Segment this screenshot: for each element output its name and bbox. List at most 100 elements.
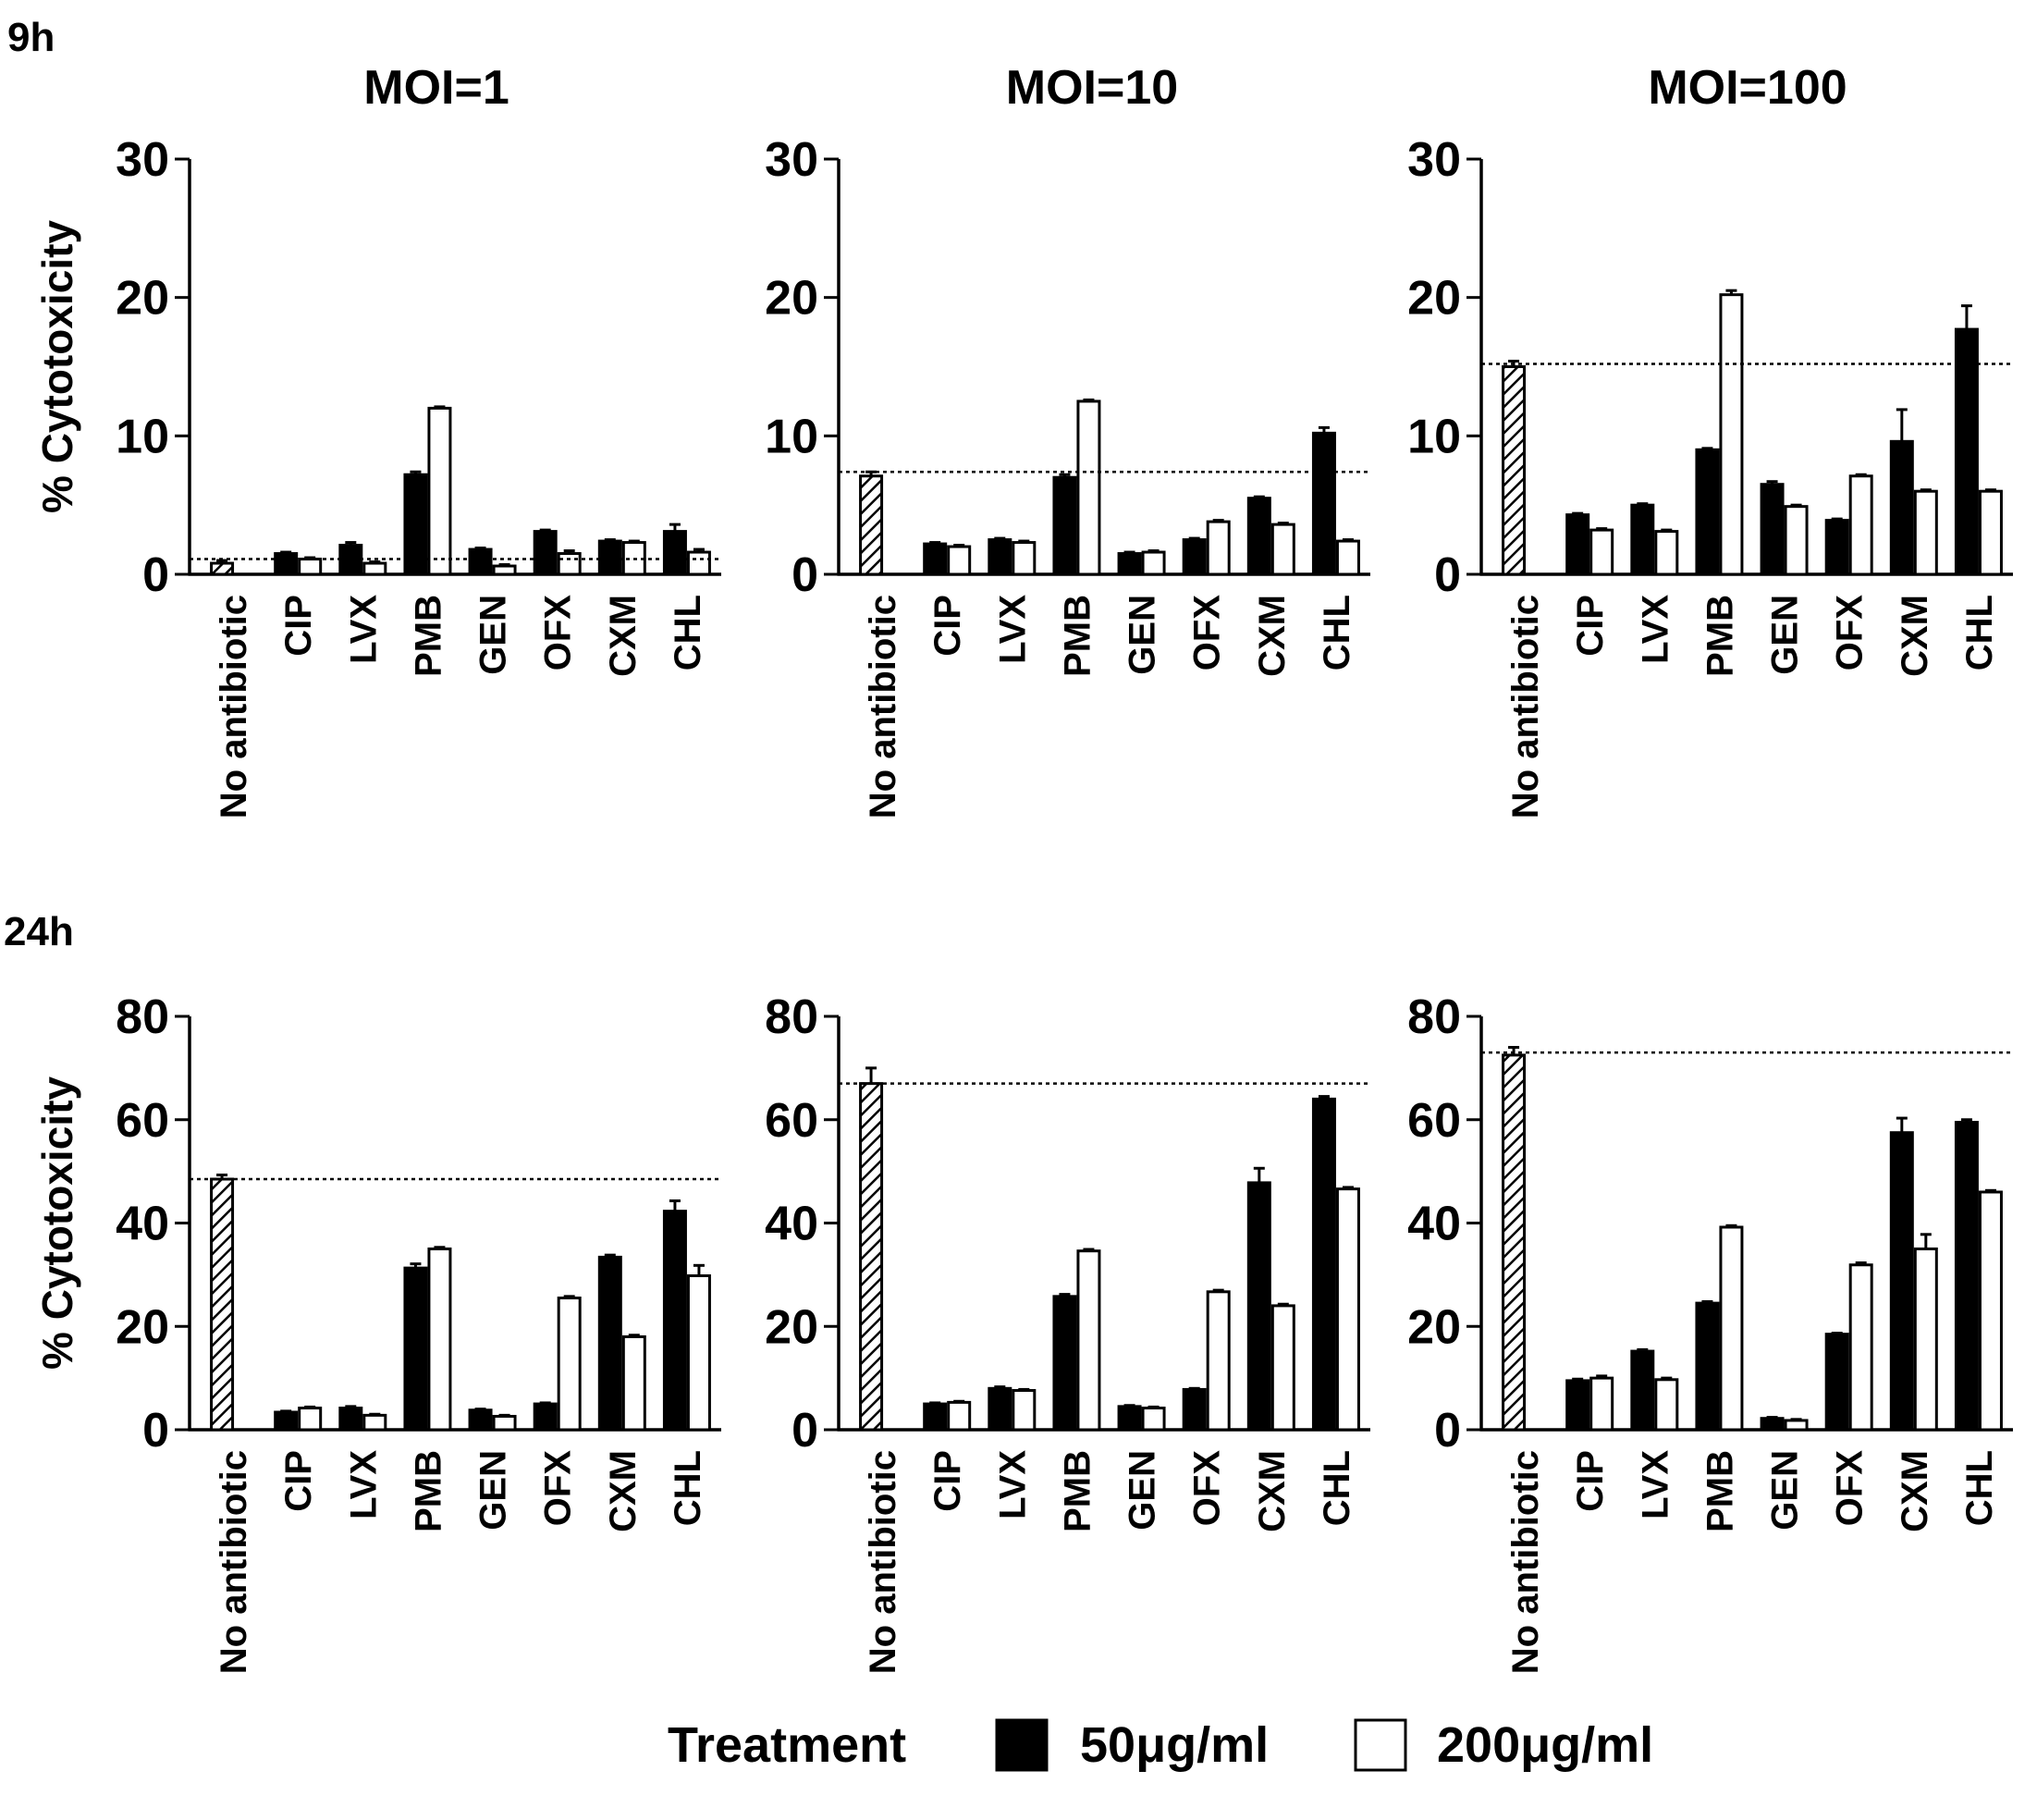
bar-cip-200 <box>1589 1376 1614 1432</box>
bar-ofx-50 <box>1824 1333 1849 1432</box>
legend-swatch-200 <box>1354 1718 1407 1772</box>
bar-cip-200 <box>298 1407 323 1432</box>
y-tick-label: 60 <box>1407 1094 1461 1148</box>
category-label: CHL <box>668 1450 708 1526</box>
legend-swatch-50 <box>995 1718 1049 1772</box>
bar-chl-200 <box>1978 489 2003 576</box>
bar-cip-50 <box>274 1410 299 1432</box>
bar-cxm-200 <box>1270 1304 1295 1432</box>
category-label: OFX <box>538 1450 579 1527</box>
category-label: No antibiotic <box>214 595 254 818</box>
category-label: PMB <box>1700 595 1740 677</box>
category-label: CHL <box>1317 595 1357 670</box>
bar-cip-200 <box>947 545 972 576</box>
bar-chl-200 <box>1335 539 1360 576</box>
category-label: CIP <box>927 1450 968 1512</box>
bar-ofx-50 <box>1182 538 1207 576</box>
y-tick-label: 60 <box>116 1094 169 1148</box>
bar-pmb-200 <box>1076 400 1101 576</box>
chart-panel-9h-moi-100: 0 10 20 30 No antibiotic CIP LVX PMB GEN OFX CXM CH… <box>1407 133 2013 818</box>
bar-cxm-50 <box>1889 439 1914 576</box>
bar-pmb-200 <box>1076 1249 1101 1432</box>
chart-panel-24h-moi-1: 0 20 40 60 80 % Cytotoxicity No antibiotic CIP L… <box>33 990 721 1674</box>
y-tick-label: 0 <box>1434 548 1461 602</box>
category-label: CHL <box>1959 1450 2000 1526</box>
bar-lvx-200 <box>362 1413 387 1432</box>
bar-ofx-50 <box>1824 519 1849 576</box>
category-label: CXM <box>1252 595 1293 677</box>
bar-lvx-50 <box>988 538 1012 576</box>
category-label: OFX <box>1830 595 1871 671</box>
y-tick-label: 0 <box>142 548 169 602</box>
chart-panels: 0 10 20 30 % Cytotoxicity No antibiotic CIP LVX… <box>33 133 2013 1674</box>
category-label: CXM <box>1895 1450 1935 1532</box>
bar-gen-50 <box>468 1408 493 1432</box>
bar-pmb-200 <box>1719 1225 1744 1432</box>
category-label: GEN <box>1123 595 1163 675</box>
y-tick-label: 20 <box>1407 1300 1461 1354</box>
bar-lvx-200 <box>362 561 387 576</box>
category-label: CHL <box>1959 595 2000 670</box>
bar-gen-200 <box>492 564 517 576</box>
bar-pmb-200 <box>1719 293 1744 576</box>
category-label: OFX <box>1830 1450 1871 1527</box>
category-label: No antibiotic <box>863 1450 903 1674</box>
y-tick-label: 20 <box>116 272 169 326</box>
bar-cip-50 <box>1565 513 1590 576</box>
bar-cxm-200 <box>1913 489 1938 576</box>
bar-ofx-200 <box>1848 474 1873 576</box>
bar-pmb-200 <box>427 1247 452 1432</box>
bar-chl-50 <box>1954 327 1979 576</box>
bar-pmb-50 <box>1052 475 1077 576</box>
category-label: CXM <box>603 595 644 677</box>
y-tick-label: 80 <box>765 990 818 1044</box>
chart-panel-9h-moi-10: 0 10 20 30 No antibiotic CIP LVX PMB GEN OFX CXM CH… <box>765 133 1370 818</box>
category-label: PMB <box>1057 595 1098 677</box>
column-title-moi-10: MOI=10 <box>1006 61 1178 115</box>
bar-cxm-50 <box>597 1255 622 1432</box>
bar-no-antibiotic <box>1502 365 1527 576</box>
category-label: OFX <box>538 595 579 671</box>
y-tick-label: 10 <box>765 410 818 463</box>
category-label: CXM <box>1895 595 1935 677</box>
bar-ofx-50 <box>533 530 558 576</box>
bar-chl-50 <box>1311 1097 1336 1432</box>
row-label-24h: 24h <box>4 909 74 954</box>
y-tick-label: 20 <box>765 272 818 326</box>
category-label: PMB <box>408 595 448 677</box>
bar-pmb-50 <box>403 473 428 576</box>
bar-cip-200 <box>298 558 323 576</box>
y-tick-label: 30 <box>1407 133 1461 187</box>
bar-ofx-200 <box>1206 1290 1231 1432</box>
category-label: LVX <box>992 595 1033 664</box>
bar-chl-200 <box>686 550 711 576</box>
bar-cip-200 <box>947 1400 972 1432</box>
bar-lvx-200 <box>1012 541 1037 576</box>
y-tick-label: 0 <box>791 548 818 602</box>
bar-ofx-200 <box>557 1297 582 1432</box>
bar-pmb-50 <box>1695 1301 1720 1432</box>
bar-cip-50 <box>274 552 299 576</box>
bar-lvx-50 <box>1630 503 1655 576</box>
bar-lvx-50 <box>338 544 363 576</box>
bar-no-antibiotic <box>1502 1053 1527 1432</box>
bar-cip-50 <box>1565 1379 1590 1432</box>
bar-ofx-50 <box>1182 1387 1207 1432</box>
bar-cxm-200 <box>621 1334 646 1432</box>
bar-ofx-50 <box>533 1402 558 1432</box>
bar-pmb-50 <box>1052 1295 1077 1432</box>
category-label: GEN <box>473 595 514 675</box>
category-label: LVX <box>343 595 384 664</box>
category-label: No antibiotic <box>214 1450 254 1674</box>
category-label: CIP <box>1570 1450 1611 1512</box>
bar-lvx-50 <box>1630 1349 1655 1432</box>
column-title-moi-100: MOI=100 <box>1648 61 1847 115</box>
y-tick-label: 40 <box>765 1198 818 1251</box>
bar-no-antibiotic <box>210 1177 235 1432</box>
category-label: LVX <box>992 1450 1033 1519</box>
bar-chl-200 <box>686 1273 711 1432</box>
category-label: PMB <box>1700 1450 1740 1532</box>
category-label: PMB <box>408 1450 448 1532</box>
chart-panel-24h-moi-100: 0 20 40 60 80 No antibiotic CIP LVX PMB GEN OFX CXM… <box>1407 990 2013 1674</box>
